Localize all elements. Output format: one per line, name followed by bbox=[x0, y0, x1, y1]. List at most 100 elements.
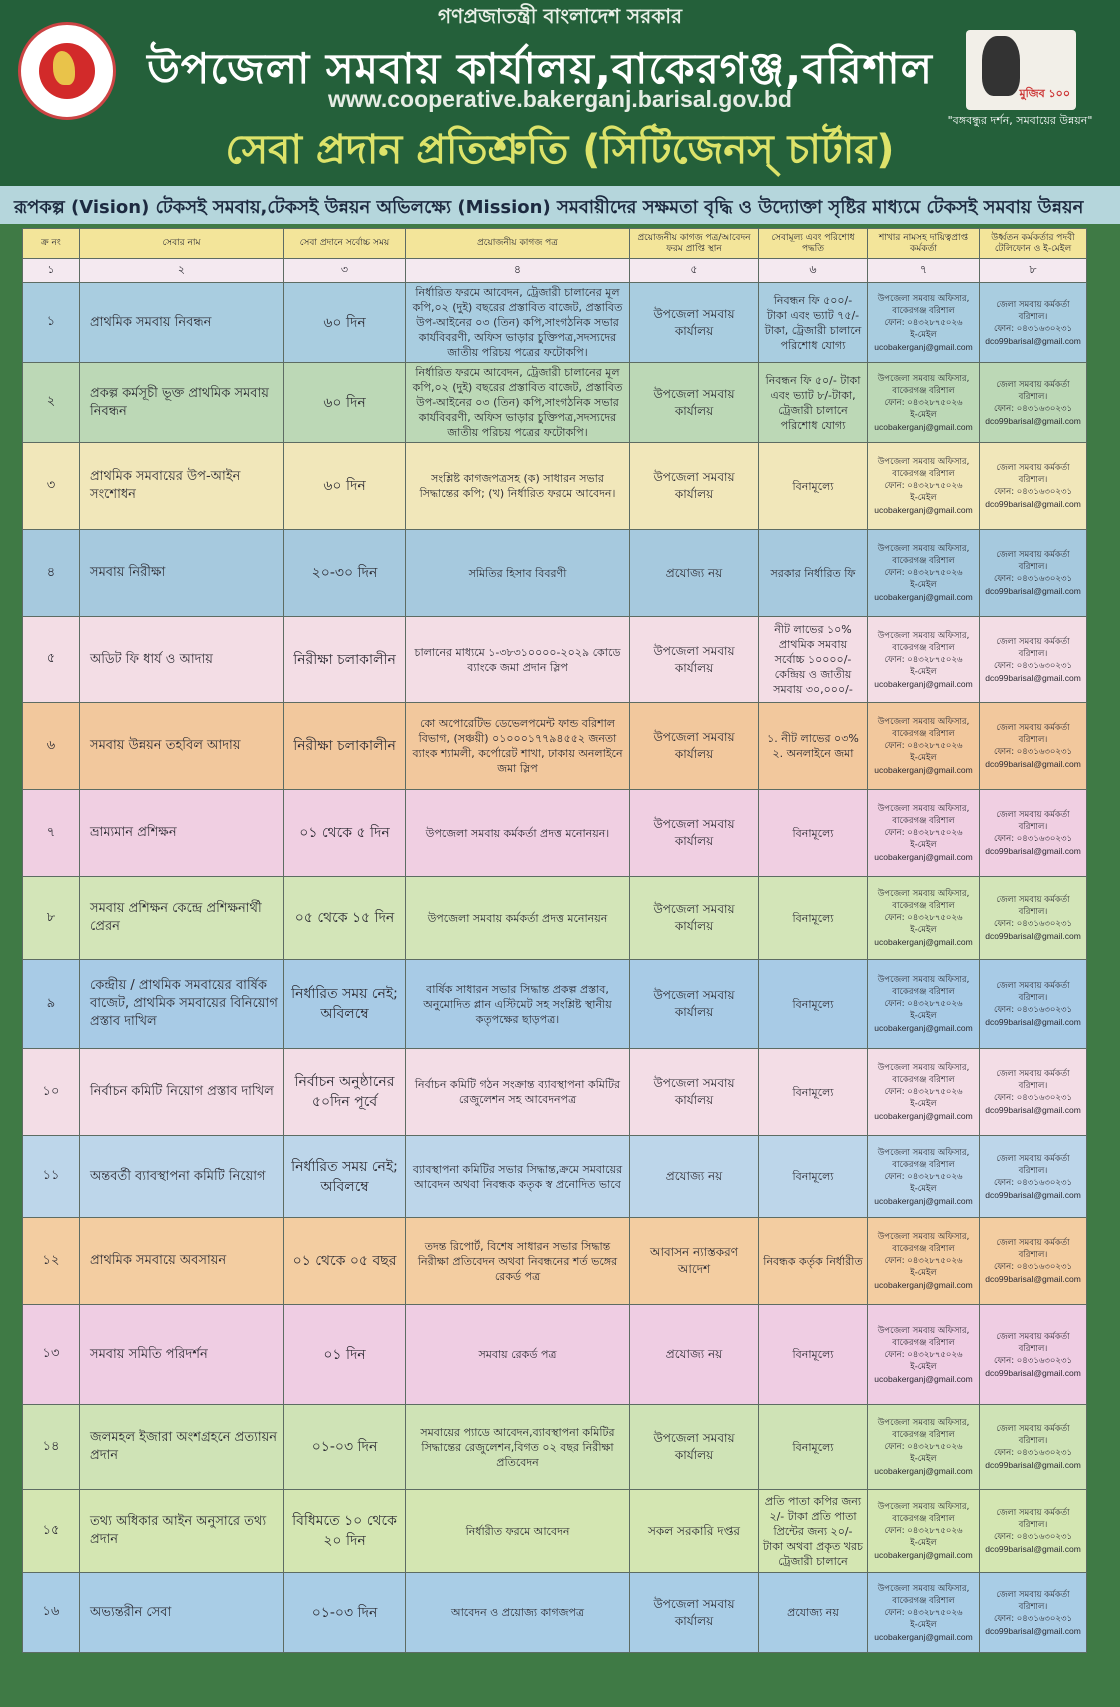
senior-place: বরিশাল। bbox=[1018, 1520, 1048, 1530]
senior-officer: জেলা সমবায় কর্মকর্তা বরিশাল। ফোন: ০৪৩১৬৩০… bbox=[979, 529, 1087, 617]
officer-email-label: ই-মেইল bbox=[910, 753, 937, 763]
senior-email: dco99barisal@gmail.com bbox=[985, 499, 1081, 509]
service-fee: বিনামূল্যে bbox=[758, 959, 868, 1049]
max-time: ৬০ দিন bbox=[283, 362, 406, 443]
serial-number: ১৫ bbox=[22, 1489, 80, 1573]
form-location: উপজেলা সমবায় কার্যালয় bbox=[629, 789, 759, 877]
senior-officer: জেলা সমবায় কর্মকর্তা বরিশাল। ফোন: ০৪৩১৬৩০… bbox=[979, 1048, 1087, 1136]
service-fee: সরকার নির্ধারিত ফি bbox=[758, 529, 868, 617]
officer-place: বাকেরগঞ্জ বরিশাল bbox=[892, 556, 955, 566]
responsible-officer: উপজেলা সমবায় অফিসার, বাকেরগঞ্জ বরিশাল ফোন… bbox=[867, 1217, 980, 1305]
senior-phone: ফোন: ০৪৩১৬৩০২৩১ bbox=[994, 1093, 1072, 1103]
senior-place: বরিশাল। bbox=[1018, 1436, 1048, 1446]
max-time: ০১-০৩ দিন bbox=[283, 1404, 406, 1490]
service-fee: ১. নীট লাভের ০৩% ২. অনলাইনে জমা bbox=[758, 702, 868, 790]
officer-phone: ফোন: ০৪৩২৮৭৫০২৬ bbox=[884, 741, 963, 751]
responsible-officer: উপজেলা সমবায় অফিসার, বাকেরগঞ্জ বরিশাল ফোন… bbox=[867, 442, 980, 530]
officer-email: ucobakerganj@gmail.com bbox=[874, 1111, 973, 1121]
table-row: ৮ সমবায় প্রশিক্ষন কেন্দ্রে প্রশিক্ষনার্থ… bbox=[22, 876, 1087, 960]
senior-phone: ফোন: ০৪৩১৬৩০২৩১ bbox=[994, 323, 1072, 334]
service-name: নির্বাচন কমিটি নিয়োগ প্রস্তাব দাখিল bbox=[79, 1048, 284, 1136]
required-documents: সমবায় রেকর্ড পত্র bbox=[405, 1304, 630, 1405]
serial-number: ১২ bbox=[22, 1217, 80, 1305]
officer-email: ucobakerganj@gmail.com bbox=[874, 1023, 973, 1033]
senior-title: জেলা সমবায় কর্মকর্তা bbox=[996, 1069, 1070, 1079]
column-number: ৩ bbox=[283, 258, 406, 283]
responsible-officer: উপজেলা সমবায় অফিসার, বাকেরগঞ্জ বরিশাল ফোন… bbox=[867, 282, 980, 363]
table-row: ২ প্রকল্প কর্মসূচী ভূক্ত প্রাথমিক সমবায় … bbox=[22, 362, 1087, 443]
header-row: ক্র নং সেবার নাম সেবা প্রদানে সর্বোচ্চ সময… bbox=[22, 228, 1087, 259]
column-number: ৫ bbox=[629, 258, 759, 283]
serial-number: ৮ bbox=[22, 876, 80, 960]
max-time: ৬০ দিন bbox=[283, 282, 406, 363]
senior-email: dco99barisal@gmail.com bbox=[985, 1274, 1081, 1284]
max-time: ২০-৩০ দিন bbox=[283, 529, 406, 617]
officer-email-label: ই-মেইল bbox=[910, 329, 937, 340]
required-documents: কো অপোরেটিভ ডেভেলপমেন্ট ফান্ড বরিশাল বিভ… bbox=[405, 702, 630, 790]
officer-email: ucobakerganj@gmail.com bbox=[874, 1280, 973, 1290]
officer-email: ucobakerganj@gmail.com bbox=[874, 678, 973, 689]
vision-mission-strip: রূপকল্প (Vision) টেকসই সমবায়,টেকসই উন্ন… bbox=[0, 186, 1120, 224]
senior-phone: ফোন: ০৪৩১৬৩০২৩১ bbox=[994, 1262, 1072, 1272]
officer-phone: ফোন: ০৪৩২৮৭৫০২৬ bbox=[884, 828, 963, 838]
serial-number: ২ bbox=[22, 362, 80, 443]
senior-title: জেলা সমবায় কর্মকর্তা bbox=[996, 810, 1070, 820]
max-time: নিরীক্ষা চলাকালীন bbox=[283, 616, 406, 703]
serial-number: ৪ bbox=[22, 529, 80, 617]
service-fee: নীট লাভের ১০% প্রাথমিক সমবায় সর্বোচ্চ ১… bbox=[758, 616, 868, 703]
table-row: ৩ প্রাথমিক সমবায়ের উপ-আইন সংশোধন ৬০ দিন সং… bbox=[22, 442, 1087, 530]
required-documents: সংশ্লিষ্ট কাগজপত্রসহ (ক) সাধারন সভার সিদ… bbox=[405, 442, 630, 530]
max-time: ০৫ থেকে ১৫ দিন bbox=[283, 876, 406, 960]
service-name: সমবায় নিরীক্ষা bbox=[79, 529, 284, 617]
responsible-officer: উপজেলা সমবায় অফিসার, বাকেরগঞ্জ বরিশাল ফোন… bbox=[867, 959, 980, 1049]
form-location: উপজেলা সমবায় কার্যালয় bbox=[629, 876, 759, 960]
service-name: প্রাথমিক সমবায়ে অবসায়ন bbox=[79, 1217, 284, 1305]
service-fee: বিনামূল্যে bbox=[758, 1135, 868, 1218]
office-title: উপজেলা সমবায় কার্যালয়,বাকেরগঞ্জ,বরিশাল bbox=[147, 44, 933, 93]
table-row: ৭ ভ্রাম্যমান প্রশিক্ষন ০১ থেকে ৫ দিন উপজেলা… bbox=[22, 789, 1087, 877]
officer-title: উপজেলা সমবায় অফিসার, bbox=[877, 717, 970, 727]
table-row: ৪ সমবায় নিরীক্ষা ২০-৩০ দিন সমিতির হিসাব বি… bbox=[22, 529, 1087, 617]
senior-officer: জেলা সমবায় কর্মকর্তা বরিশাল। ফোন: ০৪৩১৬৩০… bbox=[979, 362, 1087, 443]
service-name: ভ্রাম্যমান প্রশিক্ষন bbox=[79, 789, 284, 877]
citizen-charter-table: ক্র নং সেবার নাম সেবা প্রদানে সর্বোচ্চ সময… bbox=[22, 228, 1087, 1653]
senior-title: জেলা সমবায় কর্মকর্তা bbox=[996, 1424, 1070, 1434]
officer-title: উপজেলা সমবায় অফিসার, bbox=[877, 630, 970, 641]
officer-phone: ফোন: ০৪৩২৮৭৫০২৬ bbox=[884, 654, 963, 665]
senior-phone: ফোন: ০৪৩১৬৩০২৩১ bbox=[994, 574, 1072, 584]
max-time: নির্ধারিত সময় নেই; অবিলম্বে bbox=[283, 1135, 406, 1218]
service-name: অন্তবর্তী ব্যাবস্থাপনা কমিটি নিয়োগ bbox=[79, 1135, 284, 1218]
officer-phone: ফোন: ০৪৩২৮৭৫০২৬ bbox=[884, 317, 963, 328]
form-location: উপজেলা সমবায় কার্যালয় bbox=[629, 1404, 759, 1490]
senior-place: বরিশাল। bbox=[1018, 648, 1048, 659]
senior-officer: জেলা সমবায় কর্মকর্তা বরিশাল। ফোন: ০৪৩১৬৩০… bbox=[979, 1304, 1087, 1405]
senior-title: জেলা সমবায় কর্মকর্তা bbox=[996, 1331, 1070, 1342]
form-location: সকল সরকারি দপ্তর bbox=[629, 1489, 759, 1573]
officer-place: বাকেরগঞ্জ বরিশাল bbox=[892, 987, 955, 997]
service-fee: প্রতি পাতা কপির জন্য ২/- টাকা প্রতি পাতা… bbox=[758, 1489, 868, 1573]
officer-title: উপজেলা সমবায় অফিসার, bbox=[877, 1325, 970, 1336]
max-time: ০১-০৩ দিন bbox=[283, 1572, 406, 1653]
table-row: ১৪ জলমহল ইজারা অংশগ্রহনে প্রত্যায়ন প্রদা… bbox=[22, 1404, 1087, 1490]
table-row: ১২ প্রাথমিক সমবায়ে অবসায়ন ০১ থেকে ০৫ বছর… bbox=[22, 1217, 1087, 1305]
senior-title: জেলা সমবায় কর্মকর্তা bbox=[996, 1589, 1070, 1600]
officer-phone: ফোন: ০৪৩২৮৭৫০২৬ bbox=[884, 1607, 963, 1618]
service-fee: বিনামূল্যে bbox=[758, 1404, 868, 1490]
portrait-image: মুজিব ১০০ bbox=[966, 30, 1076, 110]
max-time: নিরীক্ষা চলাকালীন bbox=[283, 702, 406, 790]
service-name: সমবায় উন্নয়ন তহবিল আদায় bbox=[79, 702, 284, 790]
slogan: "বঙ্গবন্ধুর দর্শন, সমবায়ের উন্নয়ন" bbox=[947, 114, 1093, 127]
senior-email: dco99barisal@gmail.com bbox=[985, 1105, 1081, 1115]
senior-title: জেলা সমবায় কর্মকর্তা bbox=[996, 895, 1070, 905]
officer-phone: ফোন: ০৪৩২৮৭৫০২৬ bbox=[884, 1349, 963, 1360]
officer-title: উপজেলা সমবায় অফিসার, bbox=[877, 457, 970, 467]
required-documents: বার্ষিক সাধারন সভার সিদ্ধান্ত প্রকল্প প্… bbox=[405, 959, 630, 1049]
officer-title: উপজেলা সমবায় অফিসার, bbox=[877, 293, 970, 304]
service-name: অভ্যন্তরীন সেবা bbox=[79, 1572, 284, 1653]
senior-officer: জেলা সমবায় কর্মকর্তা বরিশাল। ফোন: ০৪৩১৬৩০… bbox=[979, 1404, 1087, 1490]
max-time: বিধিমতে ১০ থেকে ২০ দিন bbox=[283, 1489, 406, 1573]
responsible-officer: উপজেলা সমবায় অফিসার, বাকেরগঞ্জ বরিশাল ফোন… bbox=[867, 362, 980, 443]
officer-phone: ফোন: ০৪৩২৮৭৫০২৬ bbox=[884, 999, 963, 1009]
senior-place: বরিশাল। bbox=[1018, 735, 1048, 745]
